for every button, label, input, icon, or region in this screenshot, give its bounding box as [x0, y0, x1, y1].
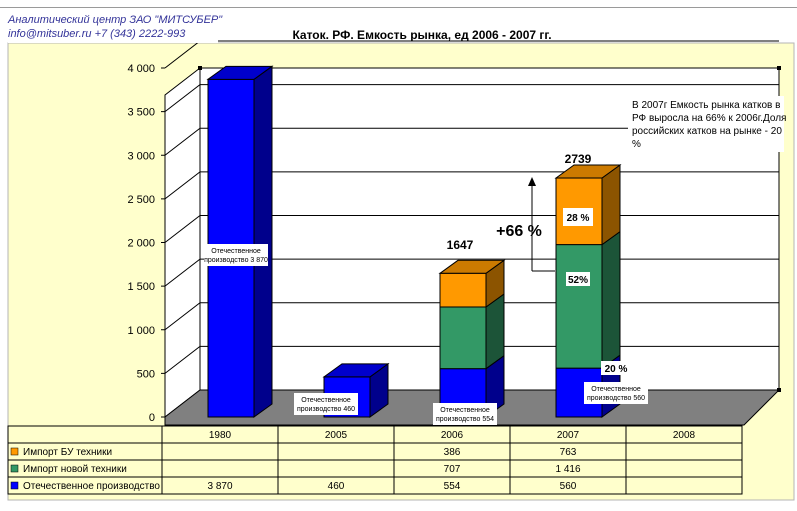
bar-data-label: производство 554 — [436, 416, 494, 423]
x-category-label: 2005 — [325, 430, 348, 441]
bar-data-label: Отечественное — [591, 386, 641, 393]
bar-data-label: Отечественное — [301, 397, 351, 404]
data-table-cell: 1 416 — [555, 464, 580, 475]
data-table-cell: 460 — [328, 481, 345, 492]
legend-swatch — [10, 464, 19, 473]
y-tick-label: 1 000 — [127, 325, 155, 337]
chart-title: Каток. РФ. Емкость рынка, ед 2006 - 2007… — [292, 28, 551, 42]
y-tick-label: 3 500 — [127, 107, 155, 119]
total-label-2007: 2739 — [565, 152, 592, 166]
bar-side — [253, 65, 273, 418]
y-tick-label: 3 000 — [127, 150, 155, 162]
share-label: 20 % — [605, 364, 628, 375]
data-table-cell: 763 — [560, 447, 577, 458]
x-category-label: 2006 — [441, 430, 464, 441]
share-label-box — [566, 272, 590, 286]
top-rule — [0, 7, 797, 8]
corner-marker — [777, 66, 781, 70]
y-tick-label: 2 500 — [127, 194, 155, 206]
bar-front — [555, 244, 603, 369]
side-wall — [164, 66, 201, 419]
bar-top — [206, 65, 274, 80]
y-tick-label: 1 500 — [127, 281, 155, 293]
note-text: % — [632, 139, 641, 150]
bar-side — [601, 230, 621, 370]
data-table-cell: 554 — [444, 481, 461, 492]
share-label: 52% — [568, 275, 588, 286]
legend-label: Импорт БУ техники — [23, 447, 112, 458]
data-table-cell: 707 — [444, 464, 461, 475]
bar-top — [554, 164, 622, 179]
bar-top — [438, 259, 506, 274]
y-tick-label: 0 — [149, 412, 155, 424]
legend-label: Отечественное производство — [23, 481, 160, 492]
bar-data-label-box — [584, 382, 648, 404]
y-tick-label: 500 — [137, 368, 155, 380]
corner-marker — [777, 388, 781, 392]
bar-side — [601, 164, 621, 246]
gridline — [164, 127, 779, 156]
share-label: 28 % — [567, 213, 590, 224]
x-category-label: 1980 — [209, 430, 232, 441]
growth-arrowhead — [528, 177, 536, 186]
note-text: РФ выросла на 66% к 2006г.Доля — [632, 113, 786, 124]
bar-data-label: Отечественное — [440, 407, 490, 414]
legend-swatch — [10, 447, 19, 456]
bar-top — [322, 363, 390, 378]
bar-data-label: производство 3 870 — [204, 257, 268, 264]
company-name: Аналитический центр ЗАО "МИТСУБЕР" — [8, 14, 223, 26]
y-tick-label: 2 000 — [127, 238, 155, 250]
note-text: В 2007г Емкость рынка катков в — [632, 100, 780, 111]
total-label-2006: 1647 — [447, 238, 474, 252]
share-label-box — [601, 361, 631, 375]
corner-marker — [198, 66, 202, 70]
y-tick-label: 4 000 — [127, 63, 155, 75]
data-table-cell: 386 — [444, 447, 461, 458]
bar-data-label-box — [433, 403, 497, 425]
growth-label: +66 % — [496, 223, 542, 240]
bar-data-label: производство 560 — [587, 395, 645, 402]
legend-label: Импорт новой техники — [23, 464, 127, 475]
company-contact: info@mitsuber.ru +7 (343) 2222-993 — [8, 28, 186, 40]
legend-swatch — [10, 481, 19, 490]
gridline — [164, 84, 779, 113]
x-category-label: 2008 — [673, 430, 696, 441]
data-table-cell: 560 — [560, 481, 577, 492]
bar-data-label-box — [294, 393, 358, 415]
note-text: российских катков на рынке - 20 — [632, 126, 782, 137]
x-category-label: 2007 — [557, 430, 580, 441]
bar-front — [439, 306, 487, 370]
header-box: Аналитический центр ЗАО "МИТСУБЕР" info@… — [8, 13, 223, 43]
bar-data-label-box — [204, 244, 268, 266]
data-table-cell: 3 870 — [207, 481, 232, 492]
share-label-box — [563, 208, 593, 226]
bar-data-label: Отечественное — [211, 248, 261, 255]
note-box — [628, 96, 784, 152]
bar-front — [439, 272, 487, 308]
bar-data-label: производство 460 — [297, 406, 355, 413]
